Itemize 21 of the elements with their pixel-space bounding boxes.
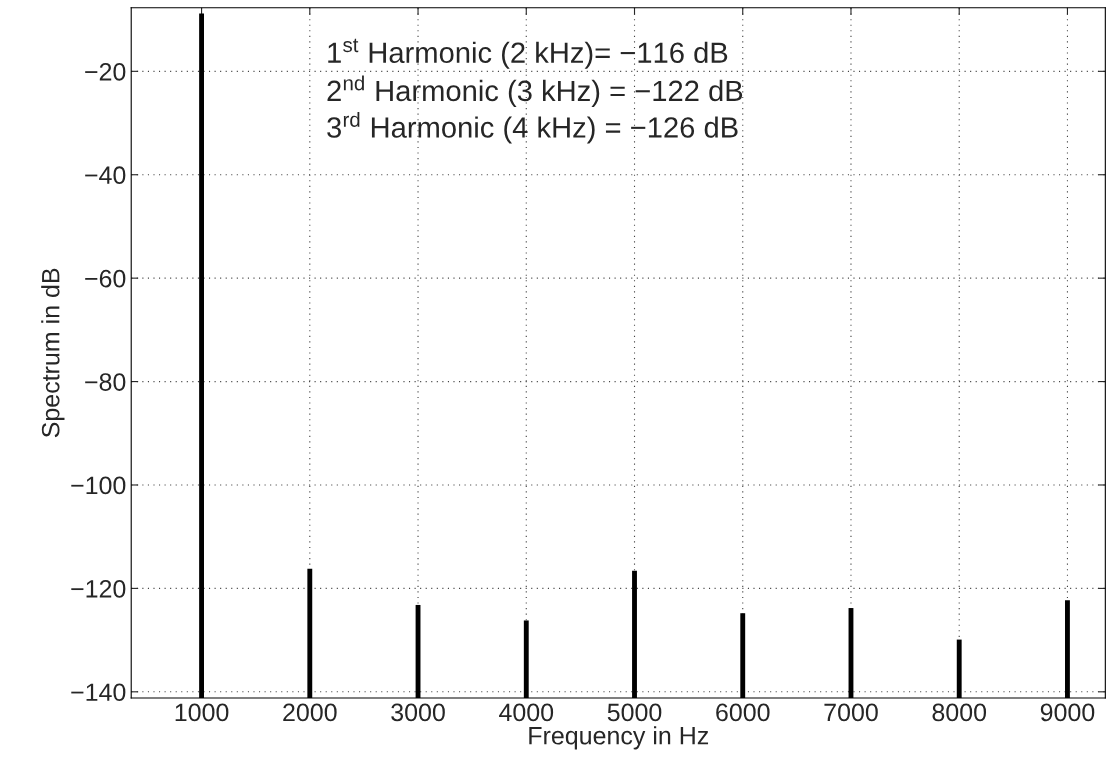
x-axis-title: Frequency in Hz (529, 726, 709, 750)
x-tick-label: 9000 (1040, 703, 1095, 722)
x-tick-label: 3000 (391, 703, 445, 722)
x-tick-label: 1000 (175, 703, 229, 722)
annotation: 1$^{st}$ Harmonic (2 kHz)= −116 dB (328, 38, 728, 69)
annotation: 2$^{nd}$ Harmonic (3 kHz) = −122 dB (327, 75, 743, 107)
y-tick-label: −80 (85, 373, 126, 391)
x-tick-label: 8000 (932, 703, 987, 722)
x-tick-label: 5000 (607, 703, 662, 722)
y-tick-label: −20 (85, 62, 126, 81)
x-tick-label: 6000 (716, 703, 770, 722)
y-tick-label: −40 (85, 166, 126, 185)
y-tick-label: −100 (71, 476, 126, 495)
x-tick-label: 4000 (499, 703, 554, 722)
x-tick-label: 7000 (824, 703, 878, 722)
y-axis-title: Spectrum in dB (41, 268, 65, 438)
annotation: 3$^{rd}$ Harmonic (4 kHz) = −126 dB (327, 111, 738, 144)
y-tick-label: −60 (85, 269, 126, 288)
y-tick-label: −140 (71, 683, 126, 702)
y-tick-label: −120 (71, 580, 126, 598)
x-tick-label: 2000 (283, 703, 337, 722)
